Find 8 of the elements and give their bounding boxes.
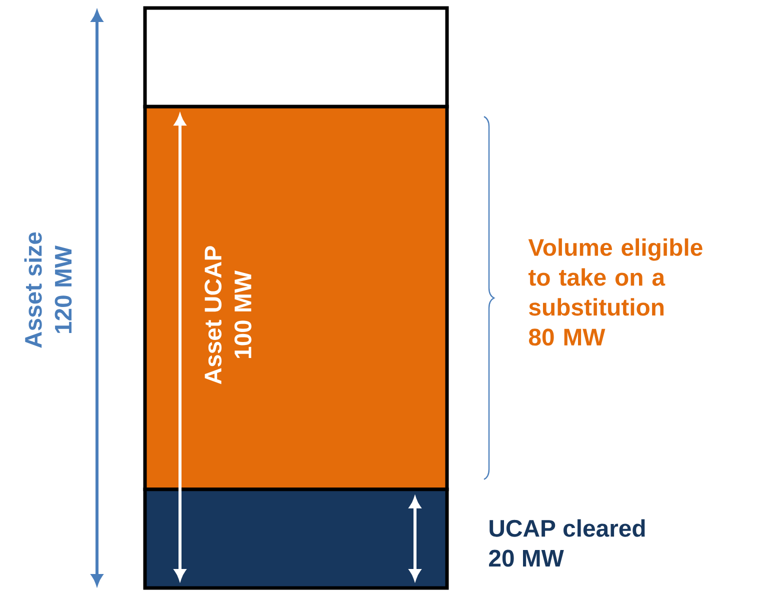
text: 20 MW [489, 550, 564, 567]
text: 120 MW [54, 246, 72, 333]
text: UCAP cleared [490, 519, 645, 537]
annotation: 100 MW [234, 270, 252, 358]
text: Volume eligible to take on a substitution [528, 238, 702, 316]
text: 80 MW [528, 328, 606, 346]
text: Asset size [24, 232, 42, 348]
annotation: Asset UCAP [204, 246, 222, 384]
